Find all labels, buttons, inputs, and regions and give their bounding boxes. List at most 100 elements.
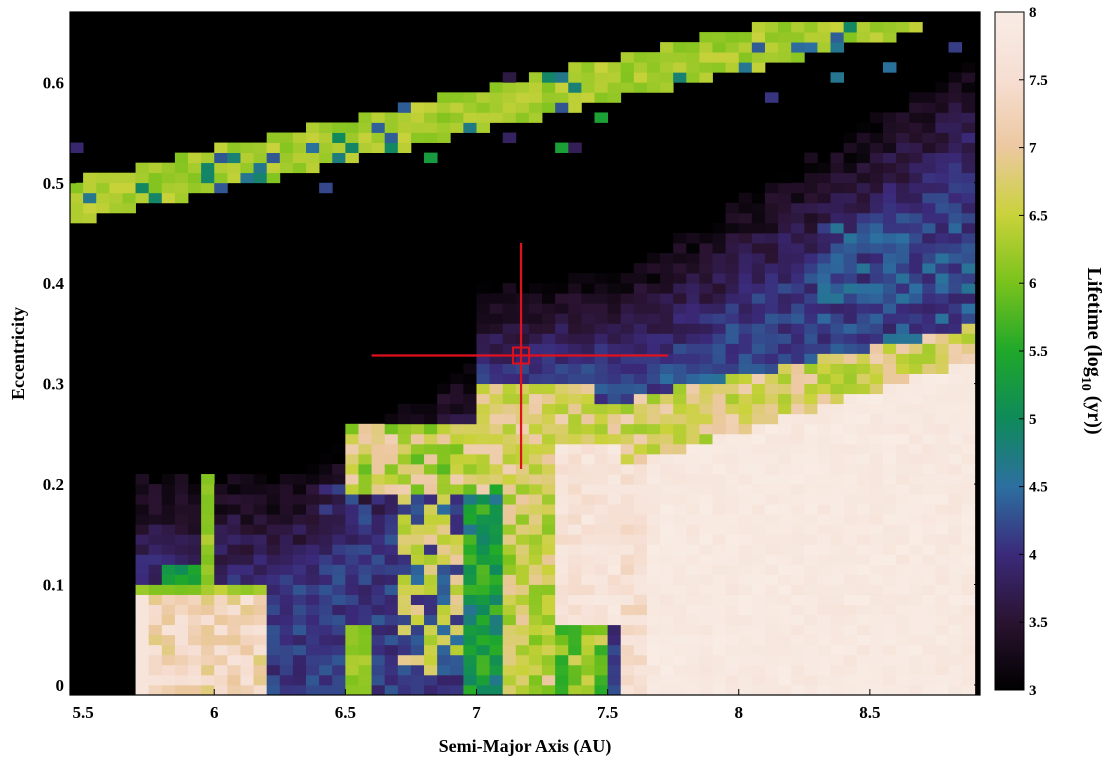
heatmap-cell xyxy=(764,554,779,565)
heatmap-cell xyxy=(515,423,530,435)
heatmap-cell xyxy=(279,534,294,545)
heatmap-cell xyxy=(607,62,622,73)
heatmap-cell xyxy=(699,42,713,53)
heatmap-cell xyxy=(476,423,490,435)
heatmap-cell xyxy=(201,674,215,686)
heatmap-cell xyxy=(528,283,543,294)
heatmap-cell xyxy=(778,423,792,435)
heatmap-cell xyxy=(397,684,412,696)
heatmap-cell xyxy=(804,243,818,254)
heatmap-cell xyxy=(437,443,451,455)
heatmap-cell xyxy=(358,443,372,455)
heatmap-cell xyxy=(437,393,451,405)
heatmap-cell xyxy=(712,373,727,385)
heatmap-cell xyxy=(948,624,963,636)
heatmap-cell xyxy=(804,363,818,374)
heatmap-cell xyxy=(882,604,897,616)
heatmap-cell xyxy=(292,684,307,696)
heatmap-cell xyxy=(332,463,346,475)
heatmap-cell xyxy=(253,554,268,565)
heatmap-cell xyxy=(869,403,884,415)
heatmap-cell xyxy=(70,192,84,204)
heatmap-cell xyxy=(830,293,845,304)
heatmap-cell xyxy=(738,584,753,595)
heatmap-cell xyxy=(948,333,963,344)
heatmap-cell xyxy=(712,42,727,53)
heatmap-cell xyxy=(345,554,359,565)
heatmap-cell xyxy=(869,644,884,656)
heatmap-cell xyxy=(778,443,792,455)
heatmap-cell xyxy=(476,614,490,626)
heatmap-cell xyxy=(686,393,700,405)
heatmap-cell xyxy=(738,253,753,264)
heatmap-cell xyxy=(830,554,845,565)
heatmap-cell xyxy=(961,273,976,284)
heatmap-cell xyxy=(620,313,635,324)
heatmap-cell xyxy=(686,574,700,585)
heatmap-cell xyxy=(660,514,674,525)
heatmap-cell xyxy=(948,353,963,364)
heatmap-cell xyxy=(371,654,386,666)
heatmap-cell xyxy=(201,564,215,575)
heatmap-cell xyxy=(725,474,740,485)
heatmap-cell xyxy=(856,654,871,666)
heatmap-cell xyxy=(620,604,635,616)
heatmap-cell xyxy=(699,644,713,656)
heatmap-cell xyxy=(817,383,831,395)
heatmap-cell xyxy=(148,524,163,535)
heatmap-cell xyxy=(922,494,936,505)
heatmap-cell xyxy=(528,303,543,314)
heatmap-cell xyxy=(371,544,386,555)
heatmap-cell xyxy=(201,484,215,495)
heatmap-cell xyxy=(948,443,963,455)
heatmap-cell xyxy=(581,62,595,73)
heatmap-cell xyxy=(397,504,412,515)
heatmap-cell xyxy=(397,594,412,605)
heatmap-cell xyxy=(778,323,792,334)
heatmap-cell xyxy=(515,453,530,465)
heatmap-cell xyxy=(909,283,923,294)
heatmap-cell xyxy=(856,182,871,194)
heatmap-cell xyxy=(935,142,949,154)
heatmap-cell xyxy=(961,564,976,575)
heatmap-cell xyxy=(751,413,766,425)
heatmap-cell xyxy=(279,604,294,616)
heatmap-cell xyxy=(174,504,189,515)
heatmap-cell xyxy=(922,474,936,485)
heatmap-cell xyxy=(292,494,307,505)
heatmap-cell xyxy=(502,373,517,385)
heatmap-cell xyxy=(896,403,910,415)
heatmap-cell xyxy=(201,654,215,666)
heatmap-cell xyxy=(174,172,189,184)
heatmap-cell xyxy=(607,634,622,646)
heatmap-cell xyxy=(791,684,805,696)
heatmap-cell xyxy=(502,674,517,686)
heatmap-cell xyxy=(646,333,661,344)
heatmap-cell xyxy=(778,614,792,626)
heatmap-cell xyxy=(712,52,727,63)
heatmap-cell xyxy=(201,684,215,696)
heatmap-cell xyxy=(528,82,543,93)
heatmap-cell xyxy=(764,263,779,274)
heatmap-cell xyxy=(489,343,504,354)
heatmap-cell xyxy=(961,474,976,485)
heatmap-cell xyxy=(751,634,766,646)
heatmap-cell xyxy=(882,534,897,545)
heatmap-cell xyxy=(489,453,504,465)
heatmap-cell xyxy=(528,584,543,595)
heatmap-cell xyxy=(542,333,556,344)
heatmap-cell xyxy=(528,293,543,304)
heatmap-cell xyxy=(764,674,779,686)
heatmap-cell xyxy=(489,333,504,344)
heatmap-cell xyxy=(319,484,333,495)
heatmap-cell xyxy=(673,453,687,465)
heatmap-cell xyxy=(528,443,543,455)
heatmap-cell xyxy=(528,574,543,585)
heatmap-cell xyxy=(869,494,884,505)
heatmap-cell xyxy=(922,122,936,133)
heatmap-cell xyxy=(869,363,884,374)
heatmap-cell xyxy=(869,212,884,224)
heatmap-cell xyxy=(686,72,700,83)
heatmap-cell xyxy=(161,524,176,535)
heatmap-cell xyxy=(699,484,713,495)
